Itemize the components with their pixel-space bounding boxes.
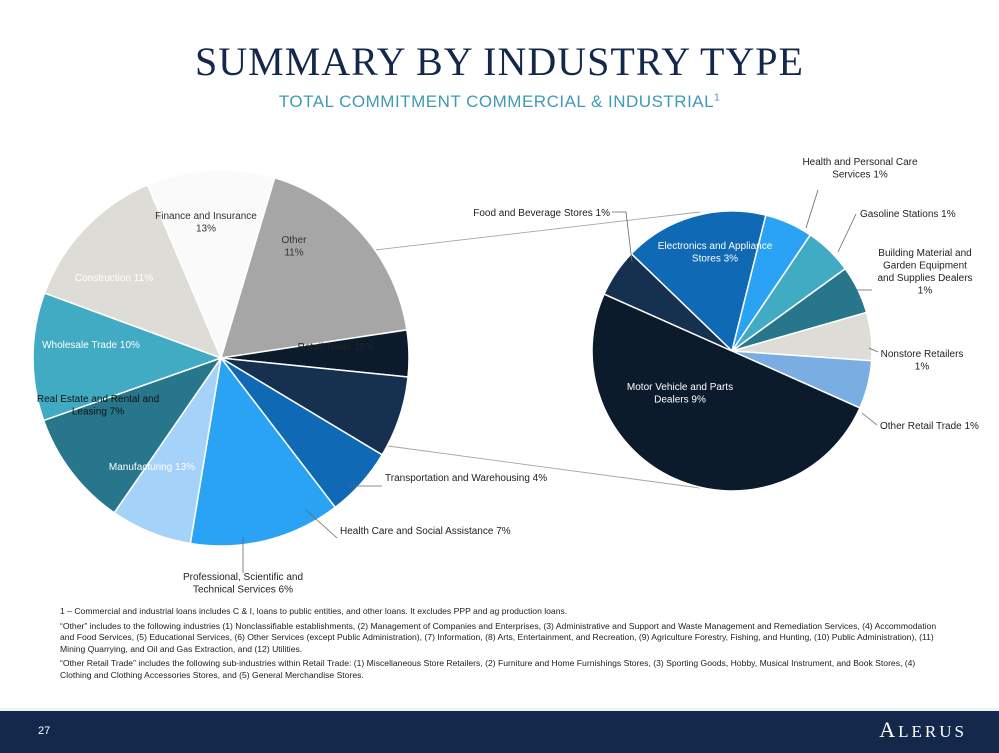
footnote-1: 1 – Commercial and industrial loans incl… [60, 606, 568, 616]
connector-lines [374, 211, 701, 489]
connector-bottom [387, 445, 701, 489]
footnote-other-retail: “Other Retail Trade” includes the follow… [60, 658, 916, 680]
leader-gasoline-stations-1 [837, 213, 857, 253]
label-leader-lines [242, 189, 879, 573]
label-food-and-beverage-stores-1: Food and Beverage Stores 1% [473, 208, 610, 219]
label-electronics-and-appliance-stores-3: Electronics and Appliance Stores 3% [658, 241, 773, 265]
leader-other-retail-trade-1 [861, 412, 878, 426]
label-retail-trade-18: Retail Trade 18% [298, 342, 375, 353]
label-transportation-and-warehousing-4: Transportation and Warehousing 4% [385, 473, 547, 484]
leader-health-care-and-social-assistance-7 [305, 509, 338, 539]
label-gasoline-stations-1: Gasoline Stations 1% [860, 209, 956, 220]
slice-manufacturing-13 [189, 356, 337, 547]
label-professional-scientific-and-technical-services-6: Professional, Scientific and Technical Se… [183, 572, 303, 596]
label-nonstore-retailers-1: Nonstore Retailers 1% [881, 349, 964, 373]
label-construction-11: Construction 11% [75, 273, 153, 284]
slide-title: SUMMARY BY INDUSTRY TYPE [195, 39, 804, 84]
leader-food-and-beverage-stores-1 [612, 211, 633, 263]
slice-retail-trade-18 [219, 176, 408, 359]
subtitle-text: TOTAL COMMITMENT COMMERCIAL & INDUSTRIAL [278, 92, 715, 111]
pie-charts: Other 11% Retail Trade 18% Transportation a… [32, 157, 979, 596]
leader-nonstore-retailers-1 [868, 347, 879, 353]
logo-rest: LERUS [898, 722, 967, 741]
slice-construction-11 [32, 292, 224, 422]
retail-breakdown-pie [591, 210, 873, 492]
leader-health-and-personal-care-services-1 [805, 189, 819, 229]
connector-top [374, 211, 701, 251]
slice-other-11 [146, 169, 276, 361]
label-health-care-and-social-assistance-7: Health Care and Social Assistance 7% [340, 526, 511, 537]
slide-subtitle: TOTAL COMMITMENT COMMERCIAL & INDUSTRIAL… [0, 92, 999, 112]
page-number: 27 [38, 725, 51, 737]
slice-motor-vehicle-and-parts-dealers-9 [591, 293, 861, 492]
label-real-estate-and-rental-and-leasing-7: Real Estate and Rental and Leasing 7% [37, 394, 159, 418]
label-other-11: Other 11% [281, 235, 307, 259]
footer-bar: 27 ALERUS [0, 708, 999, 753]
label-other-retail-trade-1: Other Retail Trade 1% [880, 421, 979, 432]
logo-initial: A [879, 717, 899, 742]
alerus-logo: ALERUS [879, 717, 967, 743]
subtitle-footnote-mark: 1 [714, 92, 721, 104]
slice-electronics-and-appliance-stores-3 [630, 210, 767, 353]
footnotes: 1 – Commercial and industrial loans incl… [60, 606, 940, 684]
slice-labels: Other 11% Retail Trade 18% Transportation a… [37, 157, 979, 596]
footnote-other: “Other” includes to the following indust… [60, 620, 937, 654]
label-manufacturing-13: Manufacturing 13% [109, 462, 195, 473]
label-health-and-personal-care-services-1: Health and Personal Care Services 1% [802, 157, 918, 181]
label-finance-and-insurance-13: Finance and Insurance 13% [155, 211, 257, 235]
label-building-material-and-garden-equipment-and-supplies-dealers-1: Building Material and Garden Equipment and… [877, 248, 972, 297]
label-wholesale-trade-10: Wholesale Trade 10% [42, 340, 140, 351]
label-motor-vehicle-and-parts-dealers-9: Motor Vehicle and Parts Dealers 9% [627, 382, 733, 406]
slice-wholesale-trade-10 [42, 356, 223, 514]
industry-pie [32, 169, 410, 547]
slice-finance-and-insurance-13 [43, 183, 223, 360]
